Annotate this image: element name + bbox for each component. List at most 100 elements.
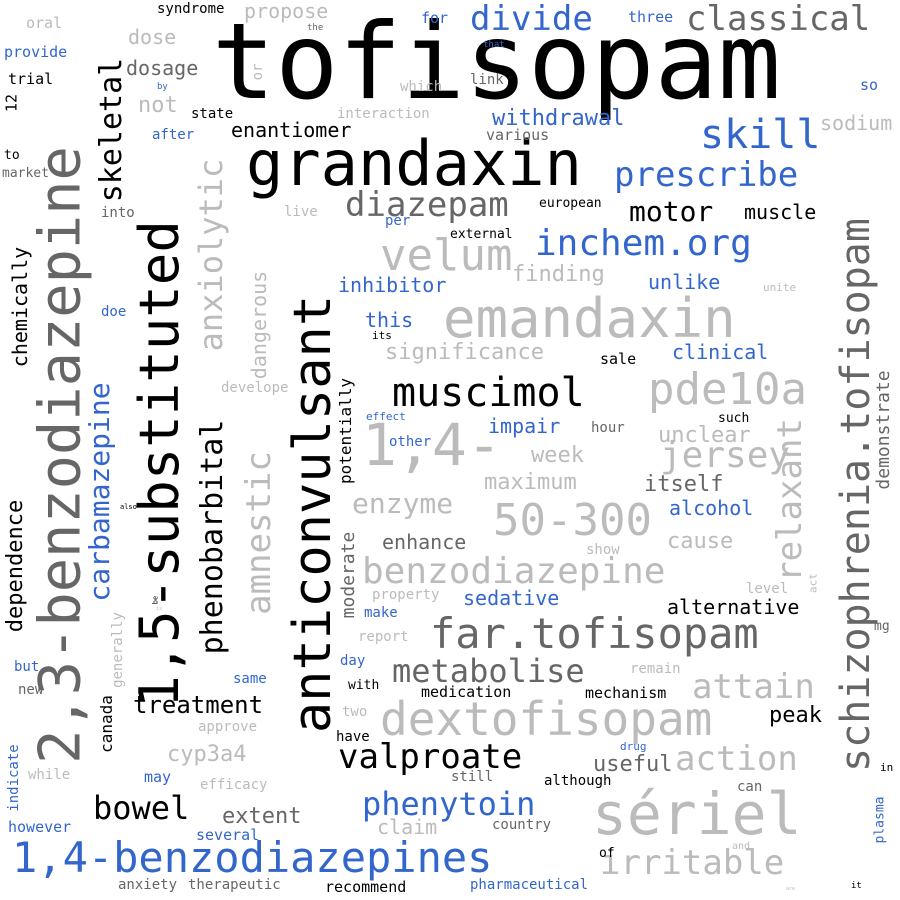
word-cloud-word: by [157, 82, 168, 92]
word-cloud-word: also [120, 503, 137, 511]
word-cloud-word: diazepam [345, 185, 509, 225]
word-cloud-word: dependence [3, 499, 28, 633]
word-cloud-word: maximum [484, 470, 577, 495]
word-cloud-word: therapeutic [188, 877, 281, 893]
word-cloud-word: valproate [338, 737, 523, 777]
word-cloud-word: 12 [2, 93, 21, 113]
word-cloud-word: hour [591, 420, 625, 436]
word-cloud-word: effect [366, 410, 406, 423]
word-cloud-word: are [786, 886, 796, 892]
word-cloud-word: velum [380, 230, 513, 281]
word-cloud-word: metabolise [392, 652, 585, 690]
word-cloud-word: unclear [658, 423, 751, 448]
word-cloud-word: interaction [337, 106, 430, 122]
word-cloud-word: itself [644, 472, 724, 497]
word-cloud-word: it [851, 881, 862, 891]
word-cloud-word: market [2, 166, 49, 181]
word-cloud-word: anxiolytic [192, 158, 230, 352]
word-cloud-word: 1,4- [362, 411, 502, 479]
word-cloud-word: which [400, 79, 443, 95]
word-cloud-word: grandaxin [246, 127, 582, 200]
word-cloud-word: finding [512, 262, 605, 287]
word-cloud-word: muscle [744, 200, 817, 224]
word-cloud-word: state [191, 106, 234, 122]
word-cloud-word: inchem.org [535, 223, 752, 264]
word-cloud-word: have [336, 729, 370, 745]
word-cloud-word: act [806, 573, 820, 593]
word-cloud-word: withdrawal [492, 106, 625, 131]
word-cloud-word: level [746, 581, 789, 597]
word-cloud-word: cause [667, 529, 734, 554]
word-cloud-word: jersey [660, 435, 791, 476]
word-cloud-word: benzodiazepine [362, 551, 666, 592]
word-cloud-word: amnestic [239, 451, 279, 615]
word-cloud-word: to [4, 148, 20, 163]
word-cloud-word: peak [769, 703, 822, 728]
word-cloud-word: trial [8, 70, 54, 88]
word-cloud-word: emandaxin [443, 287, 736, 350]
word-cloud-word: significance [385, 340, 544, 365]
word-cloud-word: indicate [6, 744, 22, 812]
word-cloud-word: develope [221, 380, 289, 396]
word-cloud-word: unite [763, 281, 797, 294]
word-cloud-word: three [628, 8, 674, 26]
word-cloud-word: of [599, 846, 615, 861]
word-cloud-word: clinical [672, 340, 769, 364]
word-cloud-word: plasma [872, 796, 888, 844]
word-cloud-word: such [718, 411, 750, 426]
word-cloud-word: chemically [8, 246, 32, 368]
word-cloud-word: canada [97, 695, 116, 753]
word-cloud-word: impair [488, 414, 561, 438]
word-cloud-word: dosage [126, 56, 199, 80]
word-cloud-word: european [539, 196, 602, 211]
word-cloud-word: medication [421, 683, 512, 701]
word-cloud-word: however [8, 818, 72, 836]
word-cloud-word: skill [700, 112, 821, 158]
word-cloud-word: still [451, 769, 494, 785]
word-cloud-word: extent [222, 804, 302, 829]
word-cloud-word: schizophrenia.tofisopam [833, 218, 879, 772]
word-cloud-word: 1,4-benzodiazepines [12, 833, 493, 882]
word-cloud-word: pde10a [648, 364, 807, 415]
word-cloud-word: alcohol [669, 496, 754, 520]
word-cloud-word: per [385, 213, 411, 229]
word-cloud-word: can [737, 779, 763, 795]
word-cloud-word: various [486, 126, 550, 144]
word-cloud-word: link [470, 72, 504, 88]
word-cloud-word: is [156, 606, 163, 612]
word-cloud-word: motor [629, 195, 714, 228]
word-cloud-word: oral [26, 14, 63, 32]
word-cloud-word: alternative [667, 595, 800, 619]
word-cloud-word: so [860, 76, 879, 94]
word-cloud-word: divide [470, 0, 593, 39]
word-cloud-word: remain [630, 661, 681, 677]
word-cloud-word: live [284, 204, 318, 220]
word-cloud-word: 1,5-substituted [128, 220, 191, 708]
word-cloud-word: recommend [325, 878, 407, 896]
word-cloud-word: enhance [382, 530, 467, 554]
word-cloud-word: anxiety [118, 877, 178, 893]
word-cloud-word: cyp3a4 [167, 742, 247, 767]
word-cloud-word: attain [692, 667, 815, 707]
word-cloud-word: enantiomer [231, 118, 352, 142]
word-cloud-word: same [233, 671, 267, 687]
word-cloud-word: week [531, 443, 584, 468]
word-cloud-word: useful [593, 752, 673, 777]
word-cloud-word: generally [110, 612, 126, 688]
word-cloud-word: bowel [93, 789, 190, 827]
word-cloud-word: dextofisopam [380, 692, 713, 746]
word-cloud-word: treatment [133, 691, 264, 719]
word-cloud-word: efficacy [200, 777, 268, 793]
word-cloud-word: skeletal [94, 57, 129, 203]
word-cloud-word: new [18, 682, 44, 698]
word-cloud-word: 2,3-benzodiazepine [27, 146, 94, 764]
word-cloud-word: action [675, 739, 798, 779]
word-cloud-word: phenytoin [362, 785, 536, 823]
word-cloud-word: sodium [820, 111, 893, 135]
word-cloud-word: the [307, 23, 324, 33]
word-cloud-word: in [880, 761, 894, 774]
word-cloud-word: not [138, 93, 178, 118]
word-cloud-word: enzyme [352, 487, 454, 520]
word-cloud-word: and [732, 841, 751, 852]
